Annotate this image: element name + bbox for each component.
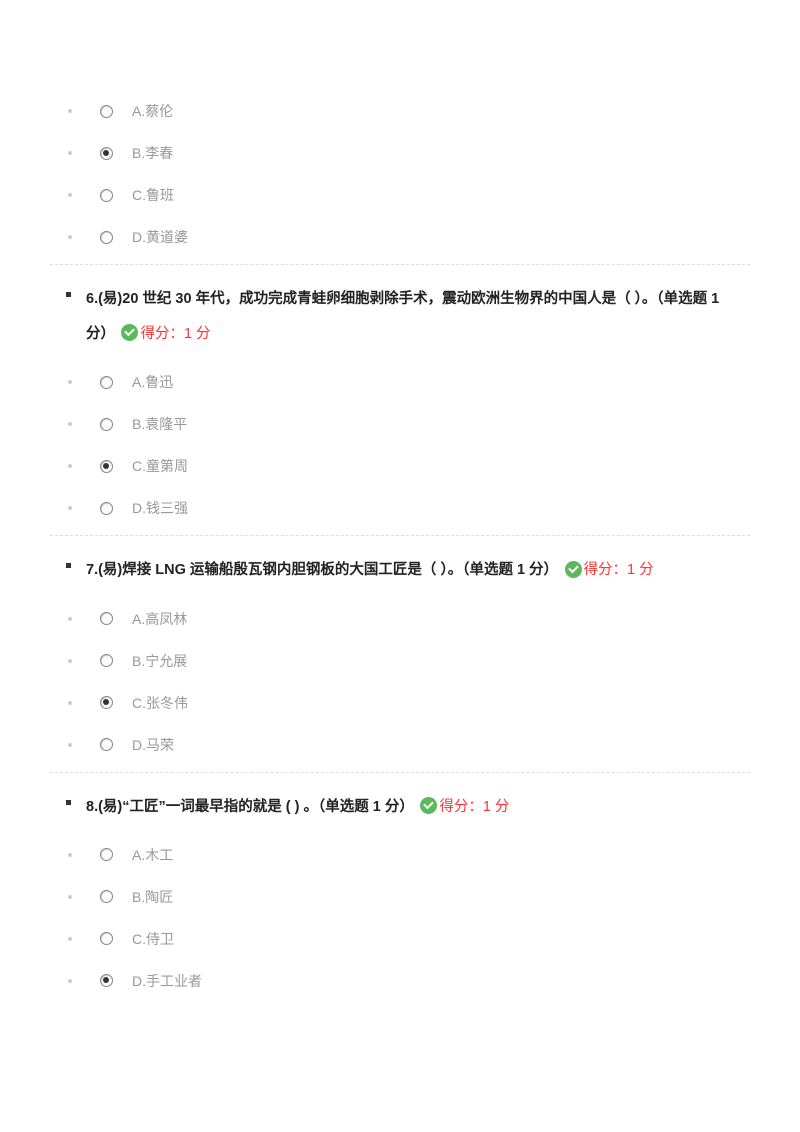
radio-icon[interactable] [100,376,113,389]
bullet-icon [68,193,72,197]
bullet-icon [68,617,72,621]
question-header: 6.(易)20 世纪 30 年代，成功完成青蛙卵细胞剥除手术，震动欧洲生物界的中… [50,271,750,361]
option-text: A.木工 [132,845,173,865]
radio-icon[interactable] [100,612,113,625]
option-item[interactable]: C.鲁班 [50,174,750,216]
option-item[interactable]: D.马荣 [50,724,750,766]
option-item[interactable]: B.宁允展 [50,640,750,682]
radio-icon[interactable] [100,848,113,861]
option-text: D.手工业者 [132,971,202,991]
bullet-icon [68,506,72,510]
option-item[interactable]: A.木工 [50,834,750,876]
divider [50,535,750,536]
option-text: C.童第周 [132,456,188,476]
question-6: 6.(易)20 世纪 30 年代，成功完成青蛙卵细胞剥除手术，震动欧洲生物界的中… [50,271,750,529]
bullet-icon [68,743,72,747]
quiz-container: A.蔡伦 B.李春 C.鲁班 D.黄道婆 6.(易)20 世纪 30 年代，成功… [50,90,750,1002]
question-text: 8.(易)“工匠”一词最早指的就是 ( ) 。（单选题 1 分） [86,799,414,815]
q8-options: A.木工 B.陶匠 C.侍卫 D.手工业者 [50,834,750,1002]
option-item[interactable]: D.黄道婆 [50,216,750,258]
question-header: 7.(易)焊接 LNG 运输船殷瓦钢内胆钢板的大国工匠是（ ）。（单选题 1 分… [50,542,750,597]
radio-icon[interactable] [100,189,113,202]
radio-icon[interactable] [100,231,113,244]
radio-icon[interactable] [100,105,113,118]
radio-icon[interactable] [100,696,113,709]
option-text: C.张冬伟 [132,693,188,713]
radio-icon[interactable] [100,738,113,751]
bullet-icon [68,853,72,857]
option-item[interactable]: A.高凤林 [50,598,750,640]
option-text: C.鲁班 [132,185,174,205]
option-text: D.马荣 [132,735,174,755]
question-header: 8.(易)“工匠”一词最早指的就是 ( ) 。（单选题 1 分） 得分：1 分 [50,779,750,834]
bullet-icon [68,380,72,384]
q7-options: A.高凤林 B.宁允展 C.张冬伟 D.马荣 [50,598,750,766]
bullet-icon [68,109,72,113]
bullet-icon [68,464,72,468]
q6-options: A.鲁迅 B.袁隆平 C.童第周 D.钱三强 [50,361,750,529]
radio-icon[interactable] [100,932,113,945]
question-8: 8.(易)“工匠”一词最早指的就是 ( ) 。（单选题 1 分） 得分：1 分 … [50,779,750,1002]
option-item[interactable]: C.侍卫 [50,918,750,960]
option-text: B.袁隆平 [132,414,187,434]
option-text: D.黄道婆 [132,227,188,247]
option-item[interactable]: D.手工业者 [50,960,750,1002]
option-text: A.高凤林 [132,609,187,629]
option-item[interactable]: C.张冬伟 [50,682,750,724]
option-item[interactable]: A.蔡伦 [50,90,750,132]
question-7: 7.(易)焊接 LNG 运输船殷瓦钢内胆钢板的大国工匠是（ ）。（单选题 1 分… [50,542,750,765]
divider [50,264,750,265]
option-item[interactable]: D.钱三强 [50,487,750,529]
option-item[interactable]: B.李春 [50,132,750,174]
score-text: 得分：1 分 [439,799,509,815]
bullet-square-icon [66,800,71,805]
check-icon [121,324,138,341]
bullet-icon [68,937,72,941]
bullet-icon [68,422,72,426]
option-item[interactable]: B.袁隆平 [50,403,750,445]
radio-icon[interactable] [100,502,113,515]
option-text: A.鲁迅 [132,372,173,392]
divider [50,772,750,773]
score-text: 得分：1 分 [584,562,654,578]
option-text: A.蔡伦 [132,101,173,121]
check-icon [565,561,582,578]
radio-icon[interactable] [100,890,113,903]
bullet-icon [68,979,72,983]
radio-icon[interactable] [100,974,113,987]
bullet-icon [68,235,72,239]
option-item[interactable]: B.陶匠 [50,876,750,918]
option-text: C.侍卫 [132,929,174,949]
option-text: B.李春 [132,143,173,163]
option-text: D.钱三强 [132,498,188,518]
check-icon [420,797,437,814]
radio-icon[interactable] [100,654,113,667]
score-text: 得分：1 分 [140,326,210,342]
bullet-icon [68,659,72,663]
bullet-square-icon [66,563,71,568]
radio-icon[interactable] [100,460,113,473]
bullet-icon [68,701,72,705]
bullet-icon [68,151,72,155]
option-text: B.宁允展 [132,651,187,671]
radio-icon[interactable] [100,418,113,431]
option-item[interactable]: C.童第周 [50,445,750,487]
bullet-icon [68,895,72,899]
radio-icon[interactable] [100,147,113,160]
option-item[interactable]: A.鲁迅 [50,361,750,403]
q5-options: A.蔡伦 B.李春 C.鲁班 D.黄道婆 [50,90,750,258]
bullet-square-icon [66,292,71,297]
option-text: B.陶匠 [132,887,173,907]
question-text: 7.(易)焊接 LNG 运输船殷瓦钢内胆钢板的大国工匠是（ ）。（单选题 1 分… [86,562,558,578]
